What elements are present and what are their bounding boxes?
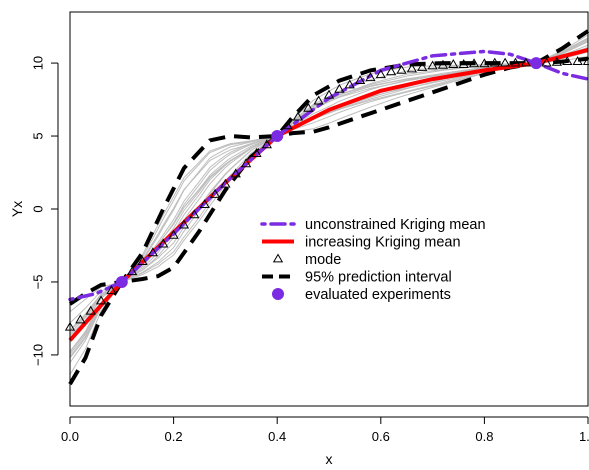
experiment-points	[115, 57, 543, 288]
mode-marker	[95, 295, 107, 305]
legend-label: evaluated experiments	[305, 287, 451, 303]
mode-marker	[261, 139, 272, 149]
mode-marker	[427, 60, 438, 70]
mode-marker	[292, 111, 304, 121]
legend-item-experiments: evaluated experiments	[272, 287, 451, 303]
mode-marker	[220, 178, 231, 188]
mode-marker	[344, 79, 355, 89]
x-axis: 0.0 0.2 0.4 0.6 0.8 1.0	[61, 416, 589, 444]
interval-lower-line	[68, 56, 589, 386]
experiment-point	[271, 130, 284, 143]
mode-marker	[437, 59, 449, 69]
legend-label: 95% prediction interval	[305, 270, 452, 286]
experiment-point	[115, 275, 128, 288]
mode-marker	[240, 158, 252, 168]
mode-marker	[562, 56, 573, 66]
y-tick-label: −5	[31, 275, 46, 290]
mode-marker	[85, 305, 96, 315]
legend-item-unconstrained: unconstrained Kriging mean	[260, 217, 486, 233]
y-axis-label: Yx	[9, 201, 25, 217]
mode-marker	[158, 238, 169, 248]
y-tick-label: 0	[31, 205, 46, 212]
mode-marker	[541, 57, 552, 67]
mode-marker	[499, 57, 511, 67]
mode-marker	[551, 56, 563, 66]
mode-marker	[251, 148, 262, 157]
mode-marker	[406, 63, 418, 73]
mode-marker	[468, 58, 480, 68]
mode-marker	[386, 66, 397, 76]
y-tick-label: 10	[31, 56, 46, 70]
x-tick-label: 1.0	[579, 429, 589, 444]
x-tick-label: 0.2	[165, 429, 183, 444]
legend: unconstrained Kriging mean increasing Kri…	[260, 217, 486, 303]
mode-marker	[448, 59, 459, 68]
legend-swatch	[272, 253, 284, 263]
mode-marker	[209, 188, 221, 198]
y-tick-label: −10	[31, 344, 46, 366]
mode-marker	[75, 314, 86, 324]
x-tick-label: 0.4	[268, 429, 286, 444]
mode-marker	[479, 58, 490, 68]
legend-item-interval: 95% prediction interval	[262, 270, 452, 286]
mode-marker	[354, 75, 366, 85]
legend-item-increasing: increasing Kriging mean	[262, 235, 461, 251]
mode-marker	[106, 285, 117, 295]
mode-marker	[303, 102, 314, 112]
mode-marker	[137, 256, 148, 265]
mode-marker	[189, 209, 200, 219]
y-axis: −10 −5 0 5 10	[31, 56, 59, 366]
legend-item-mode: mode	[272, 252, 341, 268]
y-tick-label: 5	[31, 132, 46, 139]
x-tick-label: 0.6	[372, 429, 390, 444]
mode-marker	[178, 219, 190, 229]
mode-marker	[375, 69, 386, 79]
x-tick-label: 0.0	[61, 429, 79, 444]
legend-label: unconstrained Kriging mean	[305, 217, 486, 233]
mode-markers	[64, 56, 589, 331]
mode-marker	[147, 247, 159, 257]
legend-label: increasing Kriging mean	[305, 235, 461, 251]
mode-marker	[334, 83, 345, 93]
plot-frame	[69, 11, 589, 407]
mode-marker	[572, 56, 583, 66]
mode-marker	[458, 59, 469, 68]
mode-marker	[199, 199, 210, 209]
mode-marker	[282, 120, 293, 130]
experiment-point	[530, 57, 543, 70]
mode-marker	[127, 266, 138, 276]
mode-marker	[323, 89, 335, 99]
mode-marker	[489, 57, 500, 67]
mode-marker	[230, 168, 241, 178]
x-tick-label: 0.8	[475, 429, 493, 444]
mode-marker	[520, 57, 531, 67]
mode-marker	[510, 57, 521, 67]
x-axis-label: x	[326, 451, 333, 467]
mode-marker	[417, 61, 428, 71]
mode-marker	[365, 72, 376, 82]
mode-marker	[168, 229, 179, 239]
mode-marker	[396, 64, 407, 74]
mode-marker	[313, 95, 324, 105]
legend-label: mode	[305, 252, 341, 268]
legend-swatch	[272, 288, 284, 300]
increasing-mean-line	[68, 47, 589, 342]
